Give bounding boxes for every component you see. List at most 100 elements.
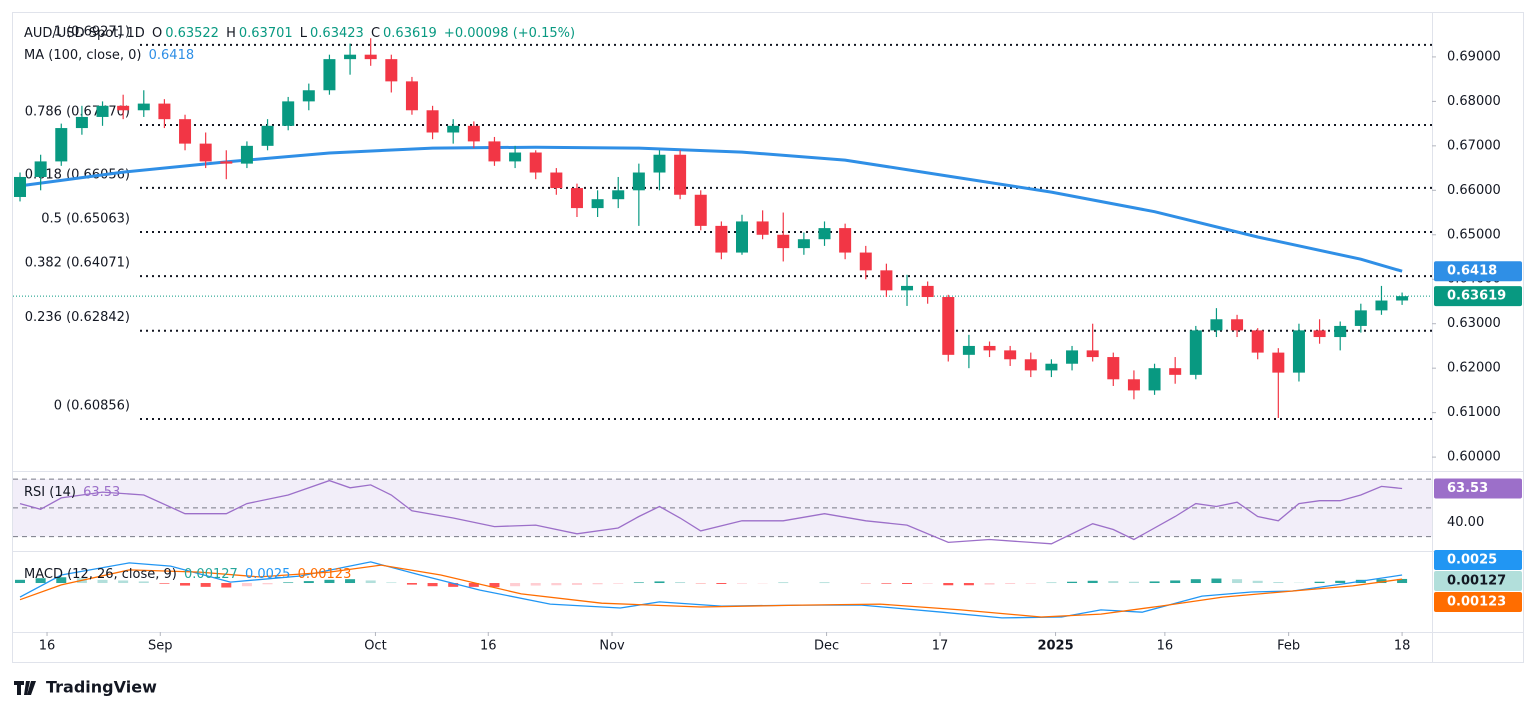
price-value-label: 0.63619 [1447,289,1506,304]
hist-value-label: 0.00127 [1447,574,1506,589]
candle-body [942,297,955,355]
candle-body [158,103,171,120]
macd-hist-bar [1211,578,1222,584]
candle-body [570,188,583,209]
y-tick-label: 0.60000 [1447,450,1501,465]
ohlc-label: H [226,26,236,41]
macd-value-box [1434,550,1522,570]
macd-hist-bar [1128,581,1139,584]
candle-body [1396,296,1409,301]
ma-name: MA (100, close, 0) [24,48,142,63]
macd-hist-bar [1025,583,1036,584]
macd-hist-bar [1397,578,1408,584]
y-tick-label: 0.62000 [1447,361,1501,376]
fib-label: 0.382 (0.64071) [25,256,130,271]
candle-body [467,125,480,142]
macd-hist-bar [406,583,417,585]
x-tick-label: Nov [599,639,625,654]
macd-value: 0.0025 [244,567,291,582]
x-tick-label: Feb [1277,639,1300,654]
macd-hist-bar [592,583,603,585]
candle-body [1107,357,1120,380]
candle-body [550,172,563,189]
macd-hist-bar [1190,579,1201,584]
fib-label: 0.236 (0.62842) [25,310,130,325]
macd-hist-bar [468,583,479,587]
candle-body [1189,330,1202,375]
fib-label: 0 (0.60856) [54,399,130,414]
logo [14,681,36,695]
macd-hist-bar [1314,581,1325,584]
candle-body [220,161,233,164]
macd-hist-bar [1087,580,1098,584]
macd-hist-bar [324,579,335,584]
fib-label: 0.5 (0.65063) [41,211,130,226]
candle-body [735,221,748,253]
macd-hist-bar [1108,581,1119,584]
rsi-tick-label: 40.00 [1447,515,1484,530]
candle-body [983,345,996,351]
macd-hist-bar [118,580,129,584]
fib-label: 0.618 (0.66056) [25,167,130,182]
legend-main: AUD/USD Spot, 1D O 0.63522 H 0.63701 L 0.63… [24,25,578,43]
candle-body [1045,363,1058,371]
macd-hist-bar [530,583,541,586]
x-tick-label: 17 [932,639,949,654]
y-tick-label: 0.67000 [1447,138,1501,153]
macd-hist-bar [386,582,397,584]
macd-hist-bar [303,581,314,584]
candle-body [591,199,604,209]
legend-ma: MA (100, close, 0) 0.6418 [24,47,197,65]
ohlc-label: L [299,26,308,41]
macd-hist-bar [283,582,294,584]
legend-macd: MACD (12, 26, close, 9) 0.00127 0.0025 0… [24,566,354,584]
candle-body [839,228,852,253]
macd-hist-bar [1005,583,1016,584]
candle-body [818,228,831,240]
low-value: 0.63423 [310,26,364,41]
macd-hist-bar [365,580,376,584]
y-tick-label: 0.63000 [1447,316,1501,331]
candle-body [1169,368,1182,375]
macd-hist-bar [159,583,170,584]
candle-body [426,110,439,133]
x-tick-label: 16 [480,639,497,654]
candle-body [261,125,274,146]
macd-hist-bar [736,583,747,584]
candle-body [282,101,295,126]
macd-hist-bar [1335,580,1346,584]
candle-body [674,154,687,195]
candle-body [75,116,88,129]
candle-body [1292,330,1305,373]
candle-body [240,145,253,164]
candle-body [1231,319,1244,331]
macd-hist-bar [97,579,108,584]
y-tick-label: 0.69000 [1447,49,1501,64]
macd-hist-bar [200,583,211,587]
hist-value-box [1434,571,1522,591]
candle-body [488,141,501,162]
candle-body [302,90,315,102]
x-tick-label: 2025 [1037,639,1073,654]
y-tick-label: 0.65000 [1447,227,1501,242]
close-value: 0.63619 [383,26,437,41]
macd-hist-bar [716,583,727,584]
candle-body [529,152,542,173]
frame [12,12,1524,663]
candle-body [632,172,645,191]
macd-hist-bar [56,577,67,584]
rsi-value: 63.53 [83,485,121,500]
candle-body [694,194,707,226]
macd-hist-bar [262,583,273,585]
ma-value-label: 0.6418 [1447,264,1497,279]
candle-body [1086,350,1099,358]
candle-body [385,59,398,82]
signal-line [19,564,1403,618]
macd-hist-bar [489,583,500,588]
macd-hist-bar [345,579,356,584]
candle-body [137,103,150,111]
rsi-name: RSI (14) [24,485,76,500]
macd-hist-bar [221,583,232,588]
macd-name: MACD (12, 26, close, 9) [24,567,177,582]
